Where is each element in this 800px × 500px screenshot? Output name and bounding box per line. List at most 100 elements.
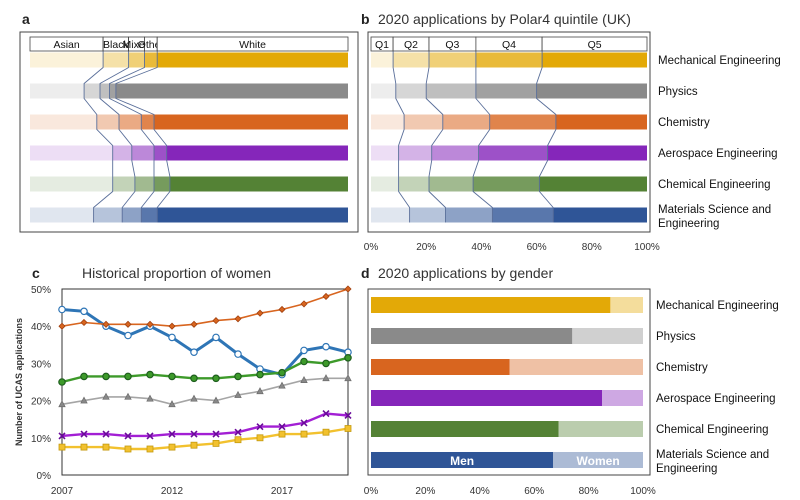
data-point-2-10 bbox=[278, 368, 286, 377]
series-line-3 bbox=[61, 377, 348, 406]
data-point-5-6 bbox=[190, 441, 198, 449]
panel-d-xtick: 40% bbox=[470, 486, 490, 497]
bar-b-q3-2 bbox=[442, 114, 490, 130]
data-point-3-8 bbox=[234, 390, 242, 398]
bar-b-q1-0 bbox=[371, 52, 394, 68]
data-point-0-1 bbox=[80, 307, 88, 316]
panel-c-ytick: 0% bbox=[37, 471, 52, 482]
data-point-4-9 bbox=[256, 423, 264, 431]
bar-a-mixed-3 bbox=[131, 145, 155, 161]
panel-c-ytick: 20% bbox=[31, 397, 51, 408]
connector-a-3 bbox=[115, 45, 171, 223]
panel-a-frame bbox=[19, 31, 359, 233]
header-label-a-white: White bbox=[239, 39, 266, 51]
data-point-0-6 bbox=[190, 348, 198, 357]
data-point-4-7 bbox=[212, 430, 220, 438]
data-point-2-9 bbox=[256, 370, 264, 379]
category-label-b: Aerospace Engineering bbox=[658, 148, 778, 160]
header-box-a-white bbox=[156, 36, 349, 52]
panel-d-frame bbox=[367, 288, 651, 476]
data-point-3-13 bbox=[344, 374, 352, 382]
data-point-5-8 bbox=[234, 436, 242, 444]
bar-a-black-2 bbox=[96, 114, 120, 130]
bar-d-men-3 bbox=[371, 390, 603, 406]
bar-b-q1-1 bbox=[371, 83, 396, 99]
data-point-0-12 bbox=[322, 342, 330, 351]
category-label-b: Materials Science and Engineering bbox=[658, 204, 771, 230]
bar-b-q1-5 bbox=[371, 207, 410, 223]
bar-b-q5-1 bbox=[536, 83, 647, 99]
panel-c-xtick: 2007 bbox=[51, 486, 74, 497]
header-box-b-q5 bbox=[541, 36, 648, 52]
panel-d-xtick: 60% bbox=[524, 486, 544, 497]
data-point-2-2 bbox=[102, 372, 110, 381]
bar-a-white-5 bbox=[157, 207, 348, 223]
bar-b-q1-2 bbox=[371, 114, 405, 130]
bar-a-white-4 bbox=[169, 176, 348, 192]
connector-a-2 bbox=[109, 45, 155, 223]
panel-d-title: 2020 applications by gender bbox=[378, 265, 553, 281]
panel-c-title: Historical proportion of women bbox=[82, 265, 271, 281]
header-label-b-q4: Q4 bbox=[502, 39, 516, 51]
panel-label-a: a bbox=[22, 11, 30, 27]
data-point-4-10 bbox=[278, 423, 286, 431]
data-point-5-12 bbox=[322, 428, 330, 436]
bar-label-men: Men bbox=[450, 454, 474, 468]
bar-b-q1-3 bbox=[371, 145, 399, 161]
bar-b-q5-4 bbox=[539, 176, 647, 192]
panel-label-b: b bbox=[361, 11, 370, 27]
data-point-3-12 bbox=[322, 374, 330, 382]
data-point-1-4 bbox=[146, 320, 154, 328]
bar-b-q5-0 bbox=[542, 52, 647, 68]
bar-a-asian-3 bbox=[30, 145, 113, 161]
header-label-a-mixed: Mixed bbox=[122, 39, 150, 51]
panel-b-xtick: 60% bbox=[527, 242, 547, 253]
data-point-3-5 bbox=[168, 400, 176, 408]
data-point-1-7 bbox=[212, 317, 220, 325]
bar-a-black-5 bbox=[93, 207, 123, 223]
bar-a-black-0 bbox=[103, 52, 129, 68]
bar-b-q4-3 bbox=[478, 145, 548, 161]
panel-c-xtick: 2012 bbox=[161, 486, 184, 497]
data-point-2-3 bbox=[124, 372, 132, 381]
data-point-1-0 bbox=[58, 322, 66, 330]
bar-a-mixed-2 bbox=[119, 114, 142, 130]
data-point-0-11 bbox=[300, 346, 308, 355]
bar-a-other-4 bbox=[154, 176, 170, 192]
series-line-5 bbox=[62, 427, 349, 451]
data-point-1-3 bbox=[124, 320, 132, 328]
panel-d-xtick: 100% bbox=[630, 486, 656, 497]
bar-b-q4-0 bbox=[475, 52, 543, 68]
data-point-3-2 bbox=[102, 392, 110, 400]
bar-a-asian-5 bbox=[30, 207, 94, 223]
data-point-4-3 bbox=[124, 432, 132, 440]
bar-b-q2-0 bbox=[393, 52, 429, 68]
data-point-1-11 bbox=[300, 300, 308, 308]
bar-a-other-2 bbox=[141, 114, 154, 130]
bar-a-other-1 bbox=[109, 83, 116, 99]
data-point-4-1 bbox=[80, 430, 88, 438]
category-label-d: Aerospace Engineering bbox=[656, 393, 776, 405]
data-point-1-1 bbox=[80, 318, 88, 327]
bar-d-women-0 bbox=[610, 297, 643, 313]
bar-d-men-5 bbox=[371, 452, 554, 468]
bar-b-q5-3 bbox=[547, 145, 647, 161]
category-label-b: Chemical Engineering bbox=[658, 179, 771, 191]
data-point-2-0 bbox=[58, 378, 66, 386]
connector-b-3 bbox=[536, 45, 557, 223]
bar-b-q4-5 bbox=[492, 207, 554, 223]
bar-a-asian-1 bbox=[30, 83, 85, 99]
data-point-4-8 bbox=[234, 428, 242, 436]
bar-a-mixed-0 bbox=[128, 52, 145, 68]
bar-a-white-2 bbox=[154, 114, 348, 130]
header-label-b-q3: Q3 bbox=[445, 39, 459, 51]
panel-d-xtick: 0% bbox=[364, 486, 379, 497]
data-point-2-4 bbox=[146, 370, 154, 379]
data-point-0-5 bbox=[168, 333, 176, 342]
series-line-0 bbox=[61, 308, 349, 377]
bar-b-q2-3 bbox=[398, 145, 432, 161]
panel-b-xtick: 40% bbox=[471, 242, 491, 253]
data-point-4-12 bbox=[322, 410, 330, 418]
data-point-0-3 bbox=[124, 331, 132, 340]
